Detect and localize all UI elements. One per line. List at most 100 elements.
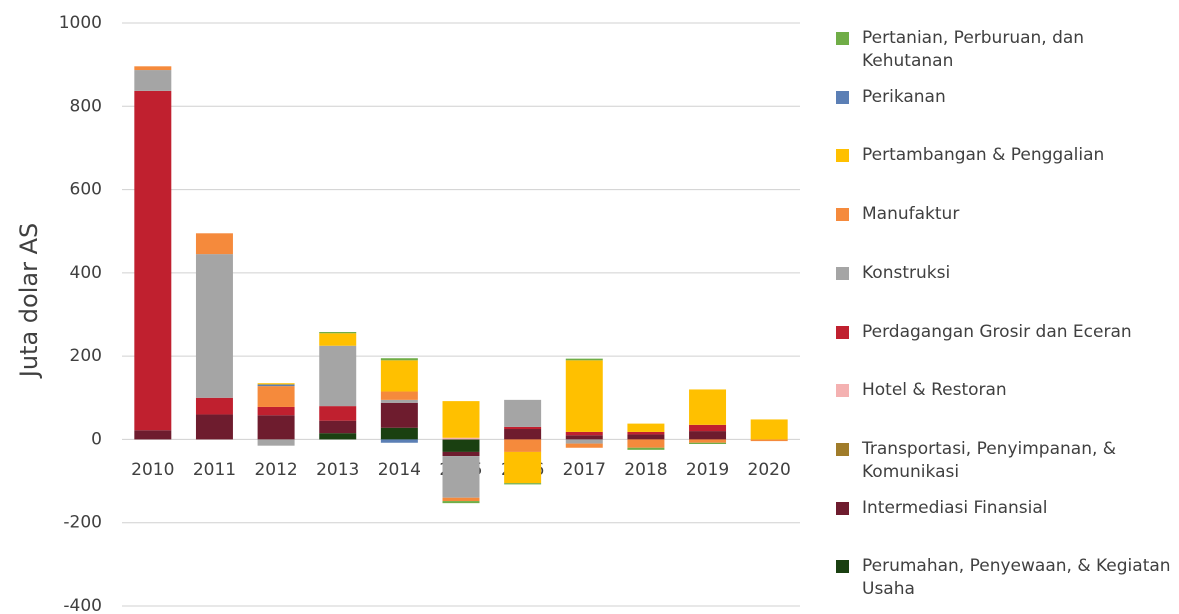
y-tick-label: 0 (91, 429, 102, 449)
legend-item: Pertambangan & Penggalian (836, 144, 1176, 167)
bar-segment (380, 399, 418, 403)
legend-label: Perikanan (862, 86, 946, 107)
legend-label: Perdagangan Grosir dan Eceran (862, 321, 1132, 342)
bar-segment (195, 414, 233, 440)
bar-segment (750, 439, 788, 442)
x-tick-label: 2011 (193, 460, 236, 480)
bar-segment (627, 447, 665, 450)
legend-item: Konstruksi (836, 262, 1176, 285)
legend-swatch (836, 149, 849, 163)
bar-segment (442, 439, 480, 452)
bar-segment (442, 451, 480, 457)
bar-segment (565, 360, 603, 432)
legend-swatch (836, 208, 849, 222)
y-tick-label: -200 (63, 513, 102, 533)
x-tick-label: 2019 (686, 460, 729, 480)
bar-segment (319, 420, 357, 434)
y-tick-label: 800 (70, 96, 102, 116)
bar-segment (380, 358, 418, 361)
x-tick-label: 2018 (624, 460, 667, 480)
x-tick-label: 2014 (378, 460, 421, 480)
bar-segment (627, 439, 665, 448)
bar-segment (750, 419, 788, 440)
bar-segment (504, 399, 542, 427)
bar-segment (257, 415, 295, 440)
y-tick-label: 600 (70, 180, 102, 200)
legend-swatch (836, 266, 849, 280)
legend-item: Transportasi, Penyimpanan, & Komunikasi (836, 438, 1176, 484)
bar-segment (134, 66, 172, 71)
bar-segment (504, 451, 542, 484)
legend-item: Perdagangan Grosir dan Eceran (836, 321, 1176, 344)
legend-label: Transportasi, Penyimpanan, & Komunikasi (862, 438, 1117, 482)
bar-segment (134, 70, 172, 91)
bar-segment (627, 434, 665, 440)
bar-segment (195, 254, 233, 398)
legend-item: Perumahan, Penyewaan, & Kegiatan Usaha (836, 555, 1176, 601)
y-axis-label: Juta dolar AS (15, 223, 43, 379)
y-tick-label: 200 (70, 346, 102, 366)
legend-swatch (836, 501, 849, 515)
bar-segment (195, 397, 233, 415)
bar-segment (442, 497, 480, 502)
legend-item: Intermediasi Finansial (836, 497, 1176, 520)
bar-segment (380, 402, 418, 428)
legend-swatch (836, 384, 849, 398)
bar-segment (504, 429, 542, 440)
bar-segment (442, 501, 480, 504)
bar-segment (319, 433, 357, 440)
legend-label: Konstruksi (862, 262, 951, 283)
legend-label: Pertanian, Perburuan, dan Kehutanan (862, 28, 1085, 71)
bar-segment (257, 439, 295, 446)
bar-segment (689, 442, 727, 445)
legend-label: Hotel & Restoran (862, 380, 1007, 401)
bar-segment (380, 427, 418, 440)
chart: Juta dolar AS -400 -200 0 200 400 600 800 1000 2… (15, 13, 800, 614)
bar-segment (689, 439, 727, 443)
legend-item: Pertanian, Perburuan, dan Kehutanan (836, 27, 1176, 73)
bar-segment (442, 456, 480, 498)
x-tick-label: 2013 (316, 460, 359, 480)
bar-segment (627, 431, 665, 435)
x-tick-label: 2017 (563, 460, 606, 480)
bar-segment (380, 391, 418, 400)
y-tick-label: 1000 (59, 13, 102, 33)
legend-swatch (836, 90, 849, 104)
bar-segment (319, 406, 357, 421)
bar-segment (319, 331, 357, 334)
legend-item: Hotel & Restoran (836, 379, 1176, 402)
bar-segment (565, 443, 603, 448)
x-tick-label: 2010 (131, 460, 174, 480)
bar-segment (257, 384, 295, 387)
legend-label: Pertambangan & Penggalian (862, 145, 1105, 166)
bar-segment (504, 439, 542, 452)
legend-item: Perikanan (836, 86, 1176, 109)
x-tick-label: 2020 (748, 460, 791, 480)
bar-segment (319, 333, 357, 346)
legend-swatch (836, 325, 849, 339)
legend-label: Intermediasi Finansial (862, 497, 1048, 518)
bar-segment (257, 406, 295, 416)
bar-segment (380, 360, 418, 392)
bar-segment (195, 233, 233, 255)
bar-segment (442, 401, 480, 438)
legend-item: Manufaktur (836, 203, 1176, 226)
bar-segment (134, 430, 172, 440)
bar-segment (689, 424, 727, 432)
bar-segment (134, 90, 172, 431)
bar-segment (565, 358, 603, 361)
bar-segment (380, 439, 418, 443)
y-tick-label: 400 (70, 263, 102, 283)
legend-label: Perumahan, Penyewaan, & Kegiatan Usaha (862, 556, 1171, 600)
bar-segment (689, 431, 727, 440)
bar-segment (565, 431, 603, 436)
legend-swatch (836, 442, 849, 456)
bar-segment (504, 483, 542, 485)
bar-segment (257, 386, 295, 407)
legend-label: Manufaktur (862, 204, 960, 225)
legend-swatch (836, 560, 849, 574)
y-tick-label: -400 (63, 596, 102, 614)
bar-segment (689, 389, 727, 425)
x-tick-label: 2012 (254, 460, 297, 480)
